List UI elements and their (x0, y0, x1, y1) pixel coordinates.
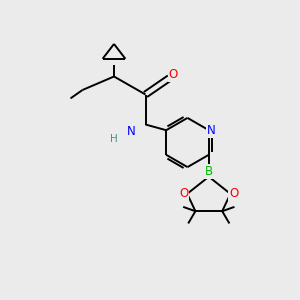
Text: O: O (179, 187, 188, 200)
Text: N: N (127, 125, 136, 138)
Text: O: O (169, 68, 178, 81)
Text: B: B (205, 165, 213, 178)
Text: O: O (230, 187, 238, 200)
Text: N: N (207, 124, 216, 137)
Text: H: H (110, 134, 117, 144)
